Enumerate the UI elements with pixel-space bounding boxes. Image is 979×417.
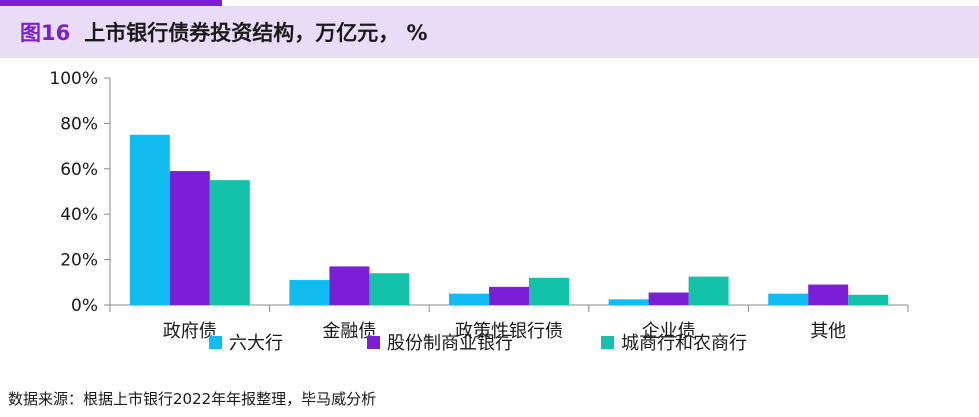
legend-swatch — [209, 336, 222, 349]
source-note: 数据来源：根据上市银行2022年年报整理，毕马威分析 — [8, 390, 377, 408]
figure-label: 图16 — [20, 21, 71, 45]
bar — [529, 277, 569, 305]
legend-label: 城商行和农商行 — [621, 333, 747, 354]
y-tick-label: 40% — [60, 205, 98, 225]
bar — [449, 293, 489, 305]
legend-swatch — [367, 336, 380, 349]
x-tick-label: 政策性银行债 — [455, 321, 563, 342]
chart-title: 上市银行债券投资结构，万亿元， % — [84, 21, 428, 45]
y-tick-label: 60% — [60, 160, 98, 180]
y-tick-label: 80% — [60, 114, 98, 134]
bar — [608, 299, 649, 305]
x-tick-label: 政府债 — [163, 321, 217, 342]
bar — [329, 266, 370, 305]
bar — [808, 284, 849, 305]
bar — [688, 276, 729, 305]
title-band: 图16 上市银行债券投资结构，万亿元， % — [0, 6, 979, 58]
bar — [848, 294, 889, 305]
accent-bar — [0, 0, 222, 6]
chart-area: 0% 20% 40% 60% 80% 100% 政府债 金融债 政策性银行债 企业债 其他六大行 股份… — [0, 58, 979, 378]
bar — [489, 286, 529, 305]
bar — [768, 293, 809, 305]
bar — [209, 180, 250, 305]
bar — [129, 134, 170, 305]
legend-label: 股份制商业银行 — [387, 333, 513, 354]
legend-swatch — [601, 336, 614, 349]
bar — [369, 273, 410, 305]
bar — [289, 280, 330, 305]
x-tick-label: 企业债 — [642, 321, 696, 342]
x-tick-label: 其他 — [810, 321, 846, 342]
y-tick-label: 100% — [49, 69, 98, 89]
legend-label: 六大行 — [229, 333, 283, 354]
x-tick-label: 金融债 — [322, 321, 376, 342]
bar — [169, 171, 210, 305]
y-tick-label: 0% — [71, 296, 98, 316]
bar — [648, 292, 689, 305]
y-tick-label: 20% — [60, 251, 98, 271]
